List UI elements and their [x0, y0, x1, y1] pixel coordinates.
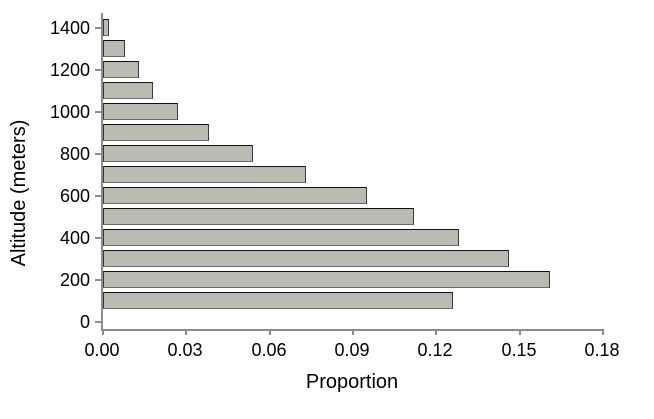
x-tick-label: 0.15 — [501, 340, 537, 360]
y-tick-label: 1000 — [49, 102, 90, 122]
bar-altitude-100 — [103, 291, 453, 309]
y-tick — [95, 27, 102, 29]
x-tick-label: 0.06 — [251, 340, 287, 360]
y-tick — [95, 279, 102, 281]
bar-altitude-1200 — [103, 60, 139, 78]
y-tick — [95, 321, 102, 323]
x-tick-label: 0.09 — [334, 340, 370, 360]
y-tick — [95, 195, 102, 197]
y-tick-label: 400 — [59, 228, 90, 248]
x-tick — [269, 329, 271, 335]
y-tick-label: 0 — [79, 312, 90, 332]
bar-altitude-400 — [103, 228, 459, 246]
y-tick-label: 1400 — [49, 18, 90, 38]
y-tick-label: 800 — [59, 144, 90, 164]
y-tick — [95, 111, 102, 113]
bar-altitude-1000 — [103, 102, 178, 120]
x-tick — [185, 329, 187, 335]
x-tick — [102, 329, 104, 335]
x-tick-label: 0.00 — [84, 340, 120, 360]
x-tick-label: 0.03 — [167, 340, 203, 360]
bar-altitude-700 — [103, 165, 306, 183]
bar-altitude-900 — [103, 123, 209, 141]
x-tick — [435, 329, 437, 335]
x-tick-label: 0.18 — [584, 340, 620, 360]
x-tick — [519, 329, 521, 335]
y-tick-label: 600 — [59, 186, 90, 206]
bar-altitude-500 — [103, 207, 414, 225]
x-tick-label: 0.12 — [417, 340, 453, 360]
x-axis-title: Proportion — [305, 371, 399, 393]
bar-altitude-200 — [103, 270, 550, 288]
bar-altitude-300 — [103, 249, 509, 267]
x-tick — [352, 329, 354, 335]
bar-altitude-800 — [103, 144, 253, 162]
y-tick-label: 1200 — [49, 60, 90, 80]
bar-altitude-1100 — [103, 81, 153, 99]
bar-altitude-600 — [103, 186, 367, 204]
y-tick — [95, 153, 102, 155]
x-tick — [602, 329, 604, 335]
y-axis-line — [101, 13, 103, 330]
y-tick-label: 200 — [59, 270, 90, 290]
y-tick — [95, 69, 102, 71]
y-tick — [95, 237, 102, 239]
bar-altitude-1300 — [103, 39, 125, 57]
bar-altitude-1400 — [103, 18, 109, 36]
